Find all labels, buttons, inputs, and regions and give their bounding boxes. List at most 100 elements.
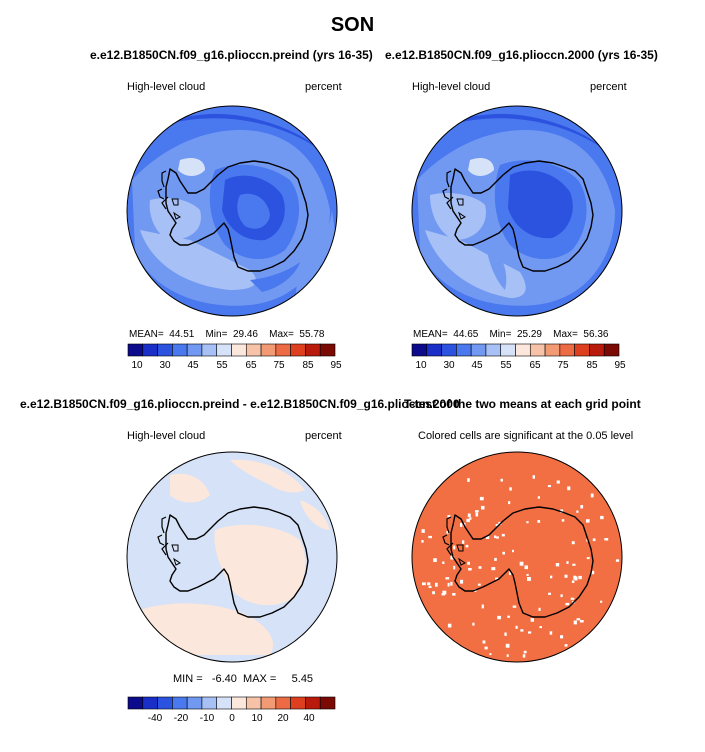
nonsignificant-cell [573, 575, 576, 580]
panel-1-colorbar: 10 30 45 55 65 75 85 95 [127, 343, 342, 371]
nonsignificant-cell [447, 623, 452, 628]
nonsignificant-cell [560, 635, 564, 639]
nonsignificant-cell [507, 615, 510, 618]
colorbar-cell [157, 696, 173, 710]
colorbar-cell [589, 343, 605, 357]
nonsignificant-cell [505, 643, 510, 648]
nonsignificant-cell [532, 475, 535, 479]
nonsignificant-cell [524, 565, 528, 570]
nonsignificant-cell [494, 535, 497, 539]
nonsignificant-cell [539, 626, 542, 629]
nonsignificant-cell [592, 538, 596, 542]
nonsignificant-cell [523, 650, 527, 654]
colorbar-cell [142, 696, 158, 710]
colorbar-tick-label: 75 [273, 360, 285, 371]
colorbar-tick-label: 40 [303, 713, 315, 724]
panel-3-colorbar: -40 -20 -10 0 10 20 40 [127, 696, 336, 724]
nonsignificant-cell [550, 575, 553, 579]
colorbar-cell [260, 696, 277, 710]
max-label: Max= [269, 329, 294, 340]
nonsignificant-cell [561, 519, 565, 522]
nonsignificant-cell [502, 551, 505, 555]
nonsignificant-cell [462, 540, 465, 544]
nonsignificant-cell [453, 565, 456, 570]
nonsignificant-cell [467, 561, 470, 565]
colorbar-cell [275, 343, 291, 357]
mean-label: MEAN= [413, 329, 448, 340]
nonsignificant-cell [576, 618, 581, 621]
nonsignificant-cell [604, 538, 609, 541]
main-title: SON [330, 14, 375, 36]
nonsignificant-cell [428, 535, 432, 539]
max-label: MAX = [243, 673, 277, 685]
nonsignificant-cell [466, 518, 470, 523]
nonsignificant-cell [580, 505, 584, 509]
colorbar-tick-label: 10 [251, 713, 263, 724]
nonsignificant-cell [489, 653, 492, 656]
nonsignificant-cell [468, 568, 472, 571]
colorbar-cell [127, 343, 144, 357]
nonsignificant-cell [467, 478, 470, 482]
panel-4-map [412, 452, 622, 662]
colorbar-tick-label: 45 [187, 360, 199, 371]
nonsignificant-cell [537, 496, 540, 499]
colorbar-cell [231, 696, 247, 710]
nonsignificant-cell [469, 517, 472, 520]
nonsignificant-cell [481, 505, 485, 510]
nonsignificant-cell [509, 571, 512, 575]
panel-2-stats: MEAN= 44.65 Min= 25.29 Max= 56.36 [413, 329, 608, 340]
nonsignificant-cell [590, 570, 595, 575]
nonsignificant-cell [467, 513, 471, 518]
panel-2-variable-label: High-level cloud [412, 81, 491, 93]
colorbar-cell [172, 343, 188, 357]
mean-value: 44.51 [169, 329, 195, 340]
nonsignificant-cell [465, 544, 469, 548]
nonsignificant-cell [586, 519, 590, 523]
nonsignificant-cell [506, 654, 509, 657]
nonsignificant-cell [615, 559, 620, 562]
nonsignificant-cell [565, 602, 570, 606]
colorbar-cell [441, 343, 457, 357]
colorbar-cell [515, 343, 531, 357]
nonsignificant-cell [564, 644, 568, 647]
panel-3-title: e.e12.B1850CN.f09_g16.plioccn.preind - e… [20, 397, 460, 411]
max-label: Max= [553, 329, 578, 340]
mean-label: MEAN= [129, 329, 164, 340]
colorbar-tick-label: 20 [277, 713, 289, 724]
colorbar-tick-label: -40 [148, 713, 163, 724]
nonsignificant-cell [520, 629, 524, 632]
colorbar-tick-label: -10 [200, 713, 215, 724]
nonsignificant-cell [422, 582, 426, 586]
nonsignificant-cell [447, 515, 451, 518]
min-value: -6.40 [211, 673, 237, 685]
nonsignificant-cell [512, 605, 517, 608]
nonsignificant-cell [573, 620, 577, 625]
colorbar-tick-label: 95 [614, 360, 626, 371]
nonsignificant-cell [450, 581, 453, 586]
min-value: 29.46 [232, 329, 258, 340]
panel-3-stats: MIN = -6.40 MAX = 5.45 [173, 673, 313, 685]
nonsignificant-cell [485, 535, 490, 539]
colorbar-cell [157, 343, 173, 357]
panel-2-units-label: percent [590, 81, 627, 93]
nonsignificant-cell [478, 566, 482, 569]
nonsignificant-cell [526, 573, 529, 576]
min-label: Min= [489, 329, 512, 340]
nonsignificant-cell [538, 607, 541, 611]
nonsignificant-cell [447, 582, 450, 587]
colorbar-tick-label: 75 [557, 360, 569, 371]
colorbar-cell [216, 696, 232, 710]
colorbar-tick-label: 45 [471, 360, 483, 371]
colorbar-cell [456, 343, 472, 357]
colorbar-tick-label: 10 [415, 360, 427, 371]
nonsignificant-cell [509, 487, 512, 491]
nonsignificant-cell [522, 654, 526, 658]
colorbar-cell [500, 343, 516, 357]
colorbar-cell [305, 696, 321, 710]
colorbar-cell [275, 696, 291, 710]
panel-1-map [127, 106, 337, 316]
nonsignificant-cell [564, 574, 568, 578]
nonsignificant-cell [497, 615, 501, 620]
colorbar-cell [559, 343, 575, 357]
nonsignificant-cell [576, 510, 579, 513]
